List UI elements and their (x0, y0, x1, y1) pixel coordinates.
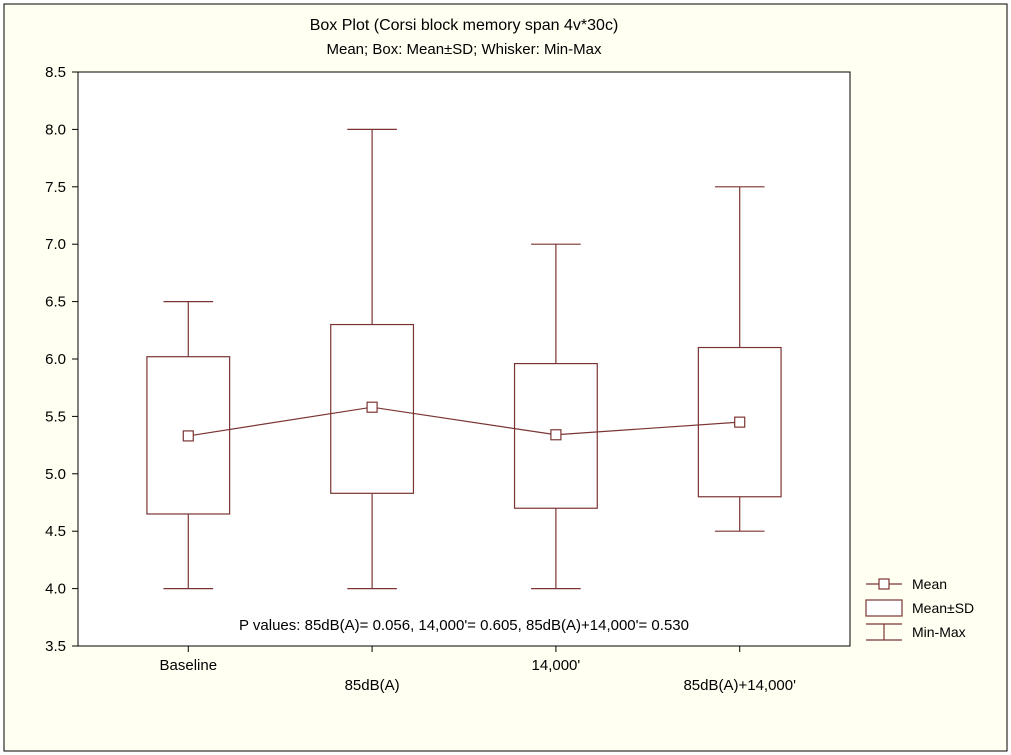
mean-marker (551, 430, 561, 440)
legend-minmax-label: Min-Max (912, 624, 966, 640)
y-tick-label: 5.0 (45, 466, 66, 483)
legend-mean-marker (879, 579, 889, 589)
mean-marker (367, 402, 377, 412)
x-tick-label: 85dB(A) (345, 677, 400, 694)
y-tick-label: 4.0 (45, 581, 66, 598)
legend-mean-label: Mean (912, 576, 947, 592)
chart-container: Box Plot (Corsi block memory span 4v*30c… (0, 0, 1011, 755)
y-tick-label: 6.0 (45, 351, 66, 368)
legend-sd-label: Mean±SD (912, 600, 974, 616)
mean-marker (183, 431, 193, 441)
x-tick-label: 85dB(A)+14,000' (683, 677, 796, 694)
chart-subtitle: Mean; Box: Mean±SD; Whisker: Min-Max (327, 41, 602, 58)
y-tick-label: 6.5 (45, 294, 66, 311)
x-tick-label: 14,000' (532, 657, 581, 674)
y-tick-label: 8.0 (45, 121, 66, 138)
chart-title: Box Plot (Corsi block memory span 4v*30c… (310, 17, 619, 34)
p-values-text: P values: 85dB(A)= 0.056, 14,000'= 0.605… (239, 617, 689, 634)
legend-box-icon (866, 600, 902, 616)
x-tick-label: Baseline (160, 657, 218, 674)
y-tick-label: 4.5 (45, 523, 66, 540)
boxplot-svg: Box Plot (Corsi block memory span 4v*30c… (0, 0, 1011, 755)
mean-marker (735, 417, 745, 427)
y-tick-label: 7.0 (45, 236, 66, 253)
y-tick-label: 5.5 (45, 408, 66, 425)
y-tick-label: 7.5 (45, 179, 66, 196)
y-tick-label: 3.5 (45, 638, 66, 655)
y-tick-label: 8.5 (45, 64, 66, 81)
